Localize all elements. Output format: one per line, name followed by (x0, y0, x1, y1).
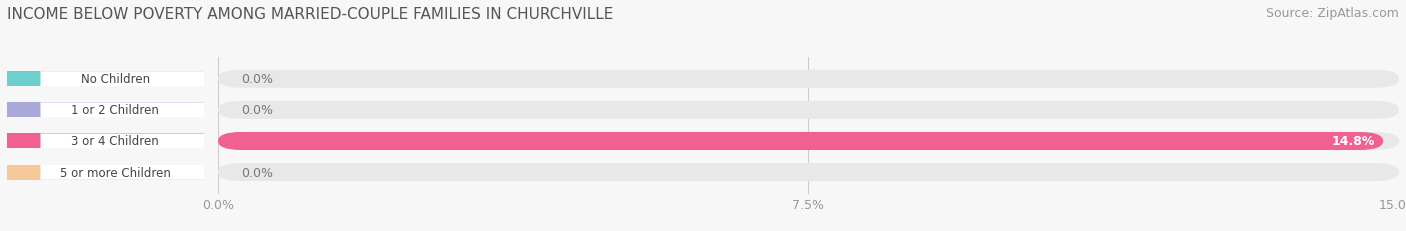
Text: 3 or 4 Children: 3 or 4 Children (72, 135, 159, 148)
Text: 0.0%: 0.0% (242, 73, 274, 86)
FancyBboxPatch shape (0, 102, 41, 119)
Text: 0.0%: 0.0% (242, 166, 274, 179)
FancyBboxPatch shape (218, 101, 1399, 119)
FancyBboxPatch shape (218, 70, 1399, 88)
FancyBboxPatch shape (0, 164, 214, 181)
FancyBboxPatch shape (0, 133, 214, 150)
FancyBboxPatch shape (0, 71, 41, 88)
FancyBboxPatch shape (0, 133, 41, 150)
Text: 0.0%: 0.0% (242, 104, 274, 117)
Text: 5 or more Children: 5 or more Children (60, 166, 170, 179)
Text: 14.8%: 14.8% (1331, 135, 1375, 148)
Text: No Children: No Children (80, 73, 150, 86)
FancyBboxPatch shape (0, 102, 214, 119)
Text: 1 or 2 Children: 1 or 2 Children (72, 104, 159, 117)
FancyBboxPatch shape (218, 132, 1384, 150)
FancyBboxPatch shape (0, 71, 214, 88)
Text: Source: ZipAtlas.com: Source: ZipAtlas.com (1265, 7, 1399, 20)
FancyBboxPatch shape (0, 164, 41, 181)
Text: INCOME BELOW POVERTY AMONG MARRIED-COUPLE FAMILIES IN CHURCHVILLE: INCOME BELOW POVERTY AMONG MARRIED-COUPL… (7, 7, 613, 22)
FancyBboxPatch shape (218, 132, 1399, 150)
FancyBboxPatch shape (218, 163, 1399, 181)
